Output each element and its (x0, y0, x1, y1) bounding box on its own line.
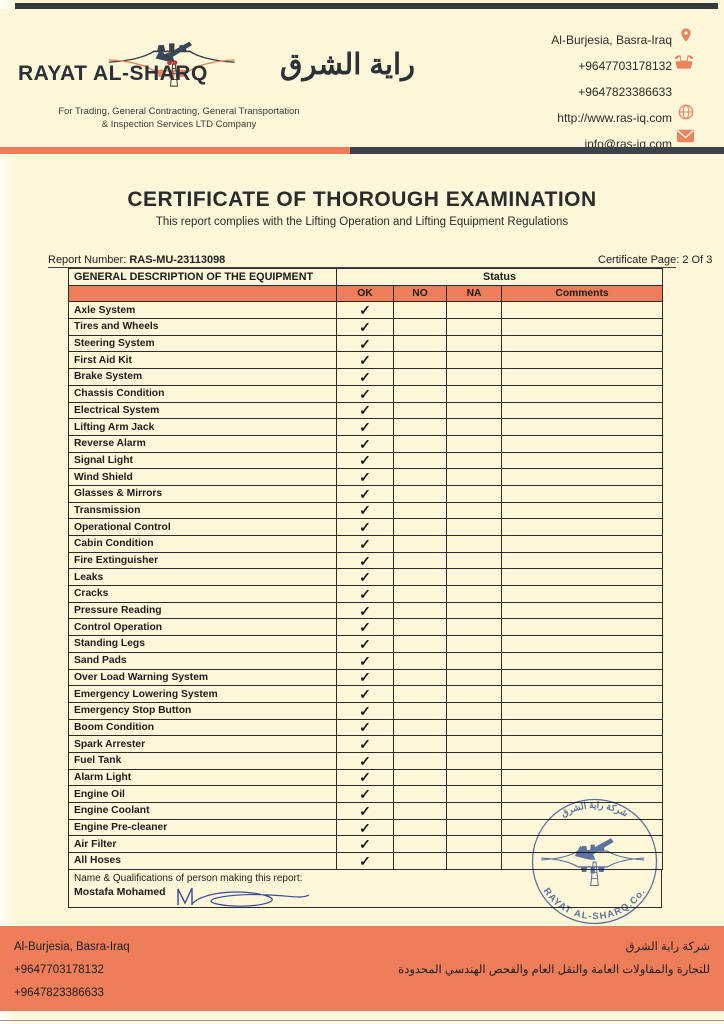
svg-text:شركة راية الشرق: شركة راية الشرق (559, 800, 630, 820)
svg-text:RAYAT AL-SHARQ.Co.: RAYAT AL-SHARQ.Co. (541, 886, 648, 922)
